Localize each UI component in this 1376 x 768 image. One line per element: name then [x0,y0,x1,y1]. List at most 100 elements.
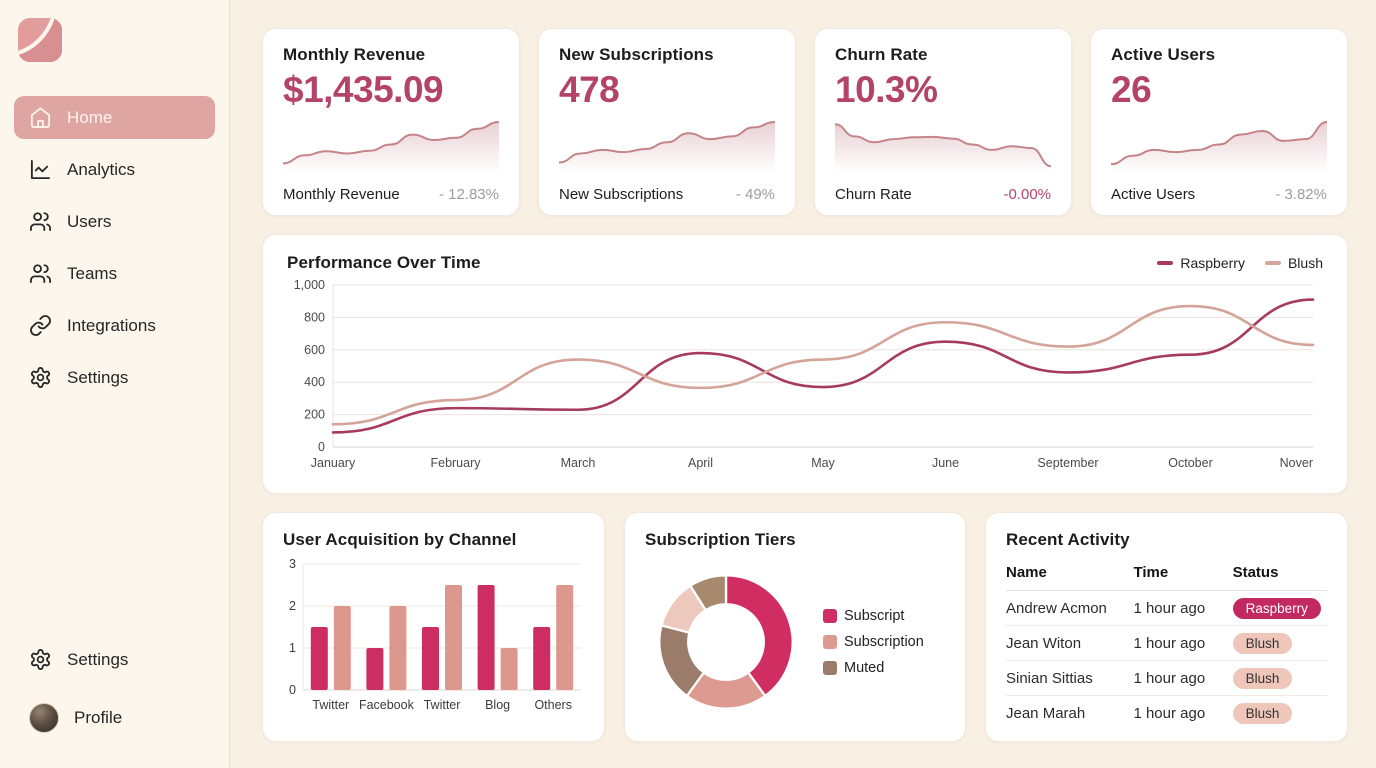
svg-text:800: 800 [304,310,325,324]
sidebar-item-label: Home [67,107,113,127]
bar-chart-card: User Acquisition by Channel 0 1 2 3 Twitter F… [262,512,605,742]
legend-item-blush: Blush [1264,255,1323,271]
cell-time: 1 hour ago [1133,634,1206,652]
legend-swatch [823,634,837,649]
sidebar-footer-settings[interactable]: Settings [14,638,215,681]
stat-delta: -0.00% [1003,186,1051,203]
sparkline-chart [283,121,499,173]
stat-delta: - 12.83% [438,186,499,203]
svg-text:Twitter: Twitter [424,698,461,712]
sidebar-profile[interactable]: Profile [14,696,215,739]
status-badge: Blush [1232,632,1293,654]
stat-footer-label: Active Users [1111,186,1196,203]
svg-text:Blog: Blog [485,698,510,712]
sidebar-item-users[interactable]: Users [14,200,215,243]
stat-footer-label: New Subscriptions [559,186,684,203]
svg-text:1,000: 1,000 [294,278,325,292]
sidebar-item-integrations[interactable]: Integrations [14,304,215,347]
users-icon [30,212,51,232]
svg-text:2: 2 [289,599,296,613]
column-header-time: Time [1133,564,1169,581]
stat-card-monthly-revenue: Monthly Revenue $1,435.09 Monthly Revenu… [262,28,520,216]
table-row: Sinian Sittias 1 hour ago Blush [1006,661,1327,696]
sidebar-item-analytics[interactable]: Analytics [14,148,215,191]
svg-text:Facebook: Facebook [359,698,415,712]
stat-card-new-subscriptions: New Subscriptions 478 New Subscriptions … [538,28,796,216]
sparkline-chart [835,123,1051,173]
column-header-name: Name [1006,564,1047,581]
svg-text:Nover: Nover [1280,456,1313,470]
legend-swatch [1264,261,1281,265]
svg-text:200: 200 [304,408,325,422]
sidebar-footer: Settings Profile [0,638,229,748]
table-row: Andrew Acmon 1 hour ago Raspberry [1006,591,1327,626]
legend-label: Subscript [844,607,905,624]
performance-line-chart: 0 200 400 600 800 1,000 January February March Ap… [294,278,1315,470]
sidebar-item-label: Users [67,211,112,231]
sidebar-item-label: Integrations [67,315,156,335]
cell-time: 1 hour ago [1133,704,1206,722]
cell-time: 1 hour ago [1133,599,1206,617]
legend-swatch [823,660,837,675]
recent-activity-table: Name Time Status Andrew Acmon 1 hour ago… [1006,560,1327,730]
analytics-icon [30,159,51,180]
bar-chart-title: User Acquisition by Channel [283,530,517,549]
legend-label: Raspberry [1180,255,1245,271]
sidebar-item-label: Settings [67,367,129,387]
legend-swatch [823,608,837,623]
sidebar-item-teams[interactable]: Teams [14,252,215,295]
performance-card: Performance Over Time Raspberry Blush 0 2… [262,234,1348,494]
stat-title: Churn Rate [835,45,928,64]
sidebar-profile-label: Profile [74,707,123,727]
donut-chart-card: Subscription Tiers Subscript Subscriptio… [624,512,966,742]
donut-legend-item: Subscription [823,634,924,650]
teams-icon [30,264,51,284]
stat-card-active-users: Active Users 26 Active Users - 3.82% [1090,28,1348,216]
table-header: Name Time Status [1006,560,1327,591]
legend-item-raspberry: Raspberry [1157,255,1245,271]
stat-title: New Subscriptions [559,45,714,64]
sidebar-item-label: Teams [67,263,118,283]
status-badge: Raspberry [1232,597,1321,619]
settings-gear-icon [30,367,51,388]
sidebar-item-settings[interactable]: Settings [14,356,215,399]
status-badge: Blush [1232,702,1293,724]
donut-legend-item: Subscript [823,608,924,624]
cell-name: Sinian Sittias [1006,669,1093,687]
svg-text:September: September [1037,456,1098,470]
stat-value: 10.3% [835,69,938,110]
legend-label: Subscription [844,633,924,650]
legend-label: Muted [844,659,885,676]
donut-chart-title: Subscription Tiers [645,530,796,549]
subscription-tiers-donut-chart [658,573,794,710]
user-acquisition-bar-chart: 0 1 2 3 Twitter Facebook Twitter Blog Others [289,558,581,712]
svg-text:March: March [561,456,596,470]
stat-delta: - 3.82% [1275,186,1327,203]
svg-text:October: October [1168,456,1212,470]
legend-swatch [1157,261,1174,265]
sparkline-chart [1111,121,1327,173]
logo-swoosh-icon [18,18,62,62]
stat-value: 478 [559,69,620,110]
stat-footer-label: Monthly Revenue [283,186,400,203]
stat-cards-row: Monthly Revenue $1,435.09 Monthly Revenu… [262,28,1348,216]
donut-legend: Subscript Subscription Muted [823,608,924,676]
legend-label: Blush [1287,255,1323,271]
stat-value: $1,435.09 [283,69,444,110]
svg-text:February: February [430,456,481,470]
profile-avatar [29,702,59,733]
bottom-row: User Acquisition by Channel 0 1 2 3 Twitter F… [262,512,1348,742]
svg-text:400: 400 [304,375,325,389]
stat-card-churn-rate: Churn Rate 10.3% Churn Rate -0.00% [814,28,1072,216]
svg-text:0: 0 [318,440,325,454]
stat-title: Active Users [1111,45,1216,64]
app-logo[interactable] [18,18,62,62]
table-row: Jean Marah 1 hour ago Blush [1006,696,1327,730]
cell-name: Andrew Acmon [1006,599,1107,617]
svg-text:January: January [311,456,356,470]
cell-time: 1 hour ago [1133,669,1206,687]
sidebar-item-home[interactable]: Home [14,96,215,139]
stat-delta: - 49% [735,186,775,203]
svg-text:May: May [811,456,835,470]
